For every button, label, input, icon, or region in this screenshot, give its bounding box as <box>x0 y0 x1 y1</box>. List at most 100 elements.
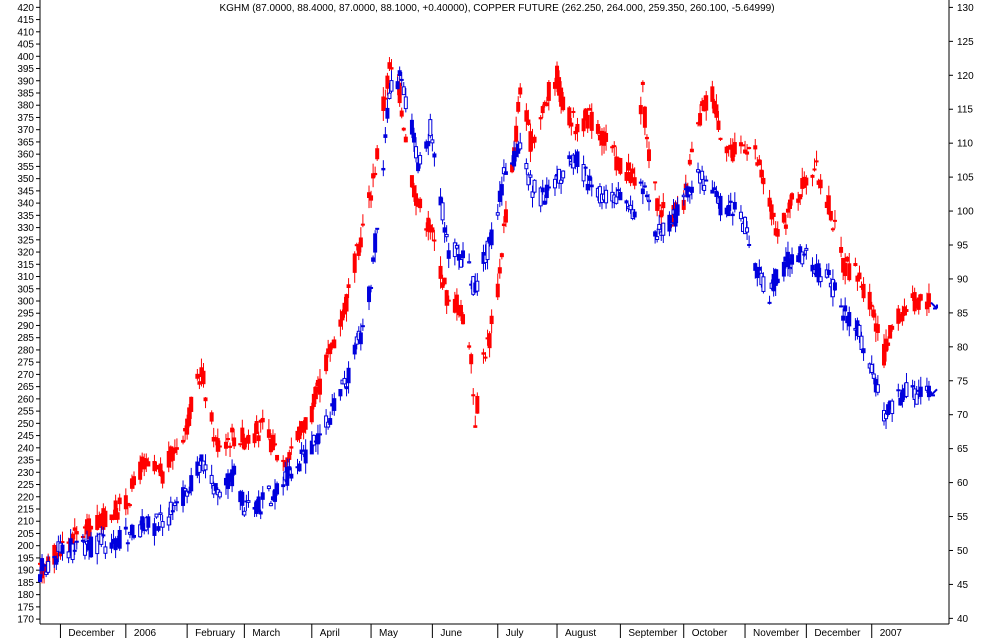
candle-body <box>718 195 723 216</box>
candle <box>830 227 835 232</box>
candle-body <box>72 549 77 552</box>
candle <box>152 517 157 546</box>
candle <box>315 424 320 455</box>
candle-body <box>461 250 466 259</box>
candle-body <box>888 325 893 339</box>
candle-body <box>732 142 737 155</box>
candle <box>839 298 844 308</box>
candle <box>896 304 901 331</box>
candle-body <box>260 492 265 500</box>
candle-body <box>461 314 466 325</box>
candle <box>704 90 709 121</box>
candle <box>324 409 329 435</box>
candle <box>798 194 803 205</box>
candle-body <box>757 266 762 271</box>
candle <box>687 186 692 204</box>
candle-body <box>115 512 120 520</box>
candle-body <box>810 174 815 178</box>
left-tick-label: 395 <box>17 64 34 75</box>
candle <box>226 469 231 499</box>
candle-body <box>757 159 762 166</box>
candle <box>583 108 588 121</box>
candle-body <box>861 283 866 299</box>
candle-body <box>624 172 629 181</box>
candle <box>432 229 437 251</box>
candle <box>743 140 748 154</box>
candle <box>183 484 188 497</box>
candle-body <box>467 261 472 264</box>
candle <box>532 179 537 195</box>
candle-body <box>585 183 590 191</box>
candle-body <box>710 189 715 194</box>
candle-body <box>644 136 649 140</box>
candle-body <box>418 198 423 209</box>
candle <box>790 192 795 206</box>
candle-body <box>881 343 886 366</box>
left-tick-label: 205 <box>17 529 34 540</box>
candle-body <box>800 251 805 265</box>
candle <box>352 251 357 283</box>
candle <box>655 228 660 243</box>
candle <box>542 194 547 205</box>
candle-body <box>183 488 188 492</box>
candle <box>657 195 662 210</box>
candle-body <box>158 463 163 477</box>
candle-body <box>240 427 245 443</box>
candle <box>109 533 114 554</box>
candle <box>718 193 723 222</box>
candle <box>338 389 343 401</box>
candle-body <box>146 461 151 467</box>
candle-body <box>371 257 376 262</box>
x-tick-label: June <box>440 628 462 638</box>
candle <box>902 298 907 316</box>
candle-body <box>197 381 202 385</box>
candle <box>575 117 580 142</box>
left-tick-label: 350 <box>17 174 34 185</box>
candle <box>246 491 251 508</box>
candle-body <box>187 407 192 426</box>
candle-body <box>904 309 909 313</box>
candle-body <box>638 105 643 115</box>
candle-body <box>356 244 361 256</box>
candle <box>738 205 743 222</box>
candle <box>757 155 762 166</box>
candle-body <box>714 190 719 198</box>
candle-body <box>46 560 51 573</box>
candle <box>610 144 615 153</box>
candle <box>395 76 400 90</box>
x-tick-label: September <box>628 628 678 638</box>
candle <box>115 508 120 524</box>
candle <box>818 267 823 288</box>
candle <box>546 80 551 111</box>
candle <box>518 132 523 151</box>
candle-body <box>557 77 562 96</box>
candle <box>46 555 51 575</box>
candle-body <box>342 377 347 385</box>
candle-body <box>745 151 750 155</box>
candle <box>630 163 635 182</box>
left-tick-label: 340 <box>17 199 34 210</box>
last-value-markers <box>930 301 938 397</box>
candle <box>861 348 866 361</box>
candle-body <box>181 487 186 506</box>
candle-body <box>273 443 278 446</box>
candle-body <box>346 367 351 384</box>
candle <box>213 483 218 493</box>
candle <box>375 227 380 234</box>
candle <box>890 398 895 422</box>
candle <box>399 71 404 86</box>
candle-body <box>818 276 823 283</box>
candle-body <box>501 167 506 175</box>
left-tick-label: 330 <box>17 223 34 234</box>
candle <box>638 178 643 187</box>
candle-body <box>767 301 772 304</box>
candle-body <box>273 489 278 502</box>
candle-body <box>561 96 566 111</box>
candle <box>66 550 71 564</box>
candle-body <box>630 168 635 174</box>
candle-body <box>458 259 463 268</box>
candle-body <box>313 386 318 400</box>
x-tick-label: July <box>506 628 524 638</box>
candle-body <box>409 119 414 135</box>
candle-body <box>403 136 408 143</box>
